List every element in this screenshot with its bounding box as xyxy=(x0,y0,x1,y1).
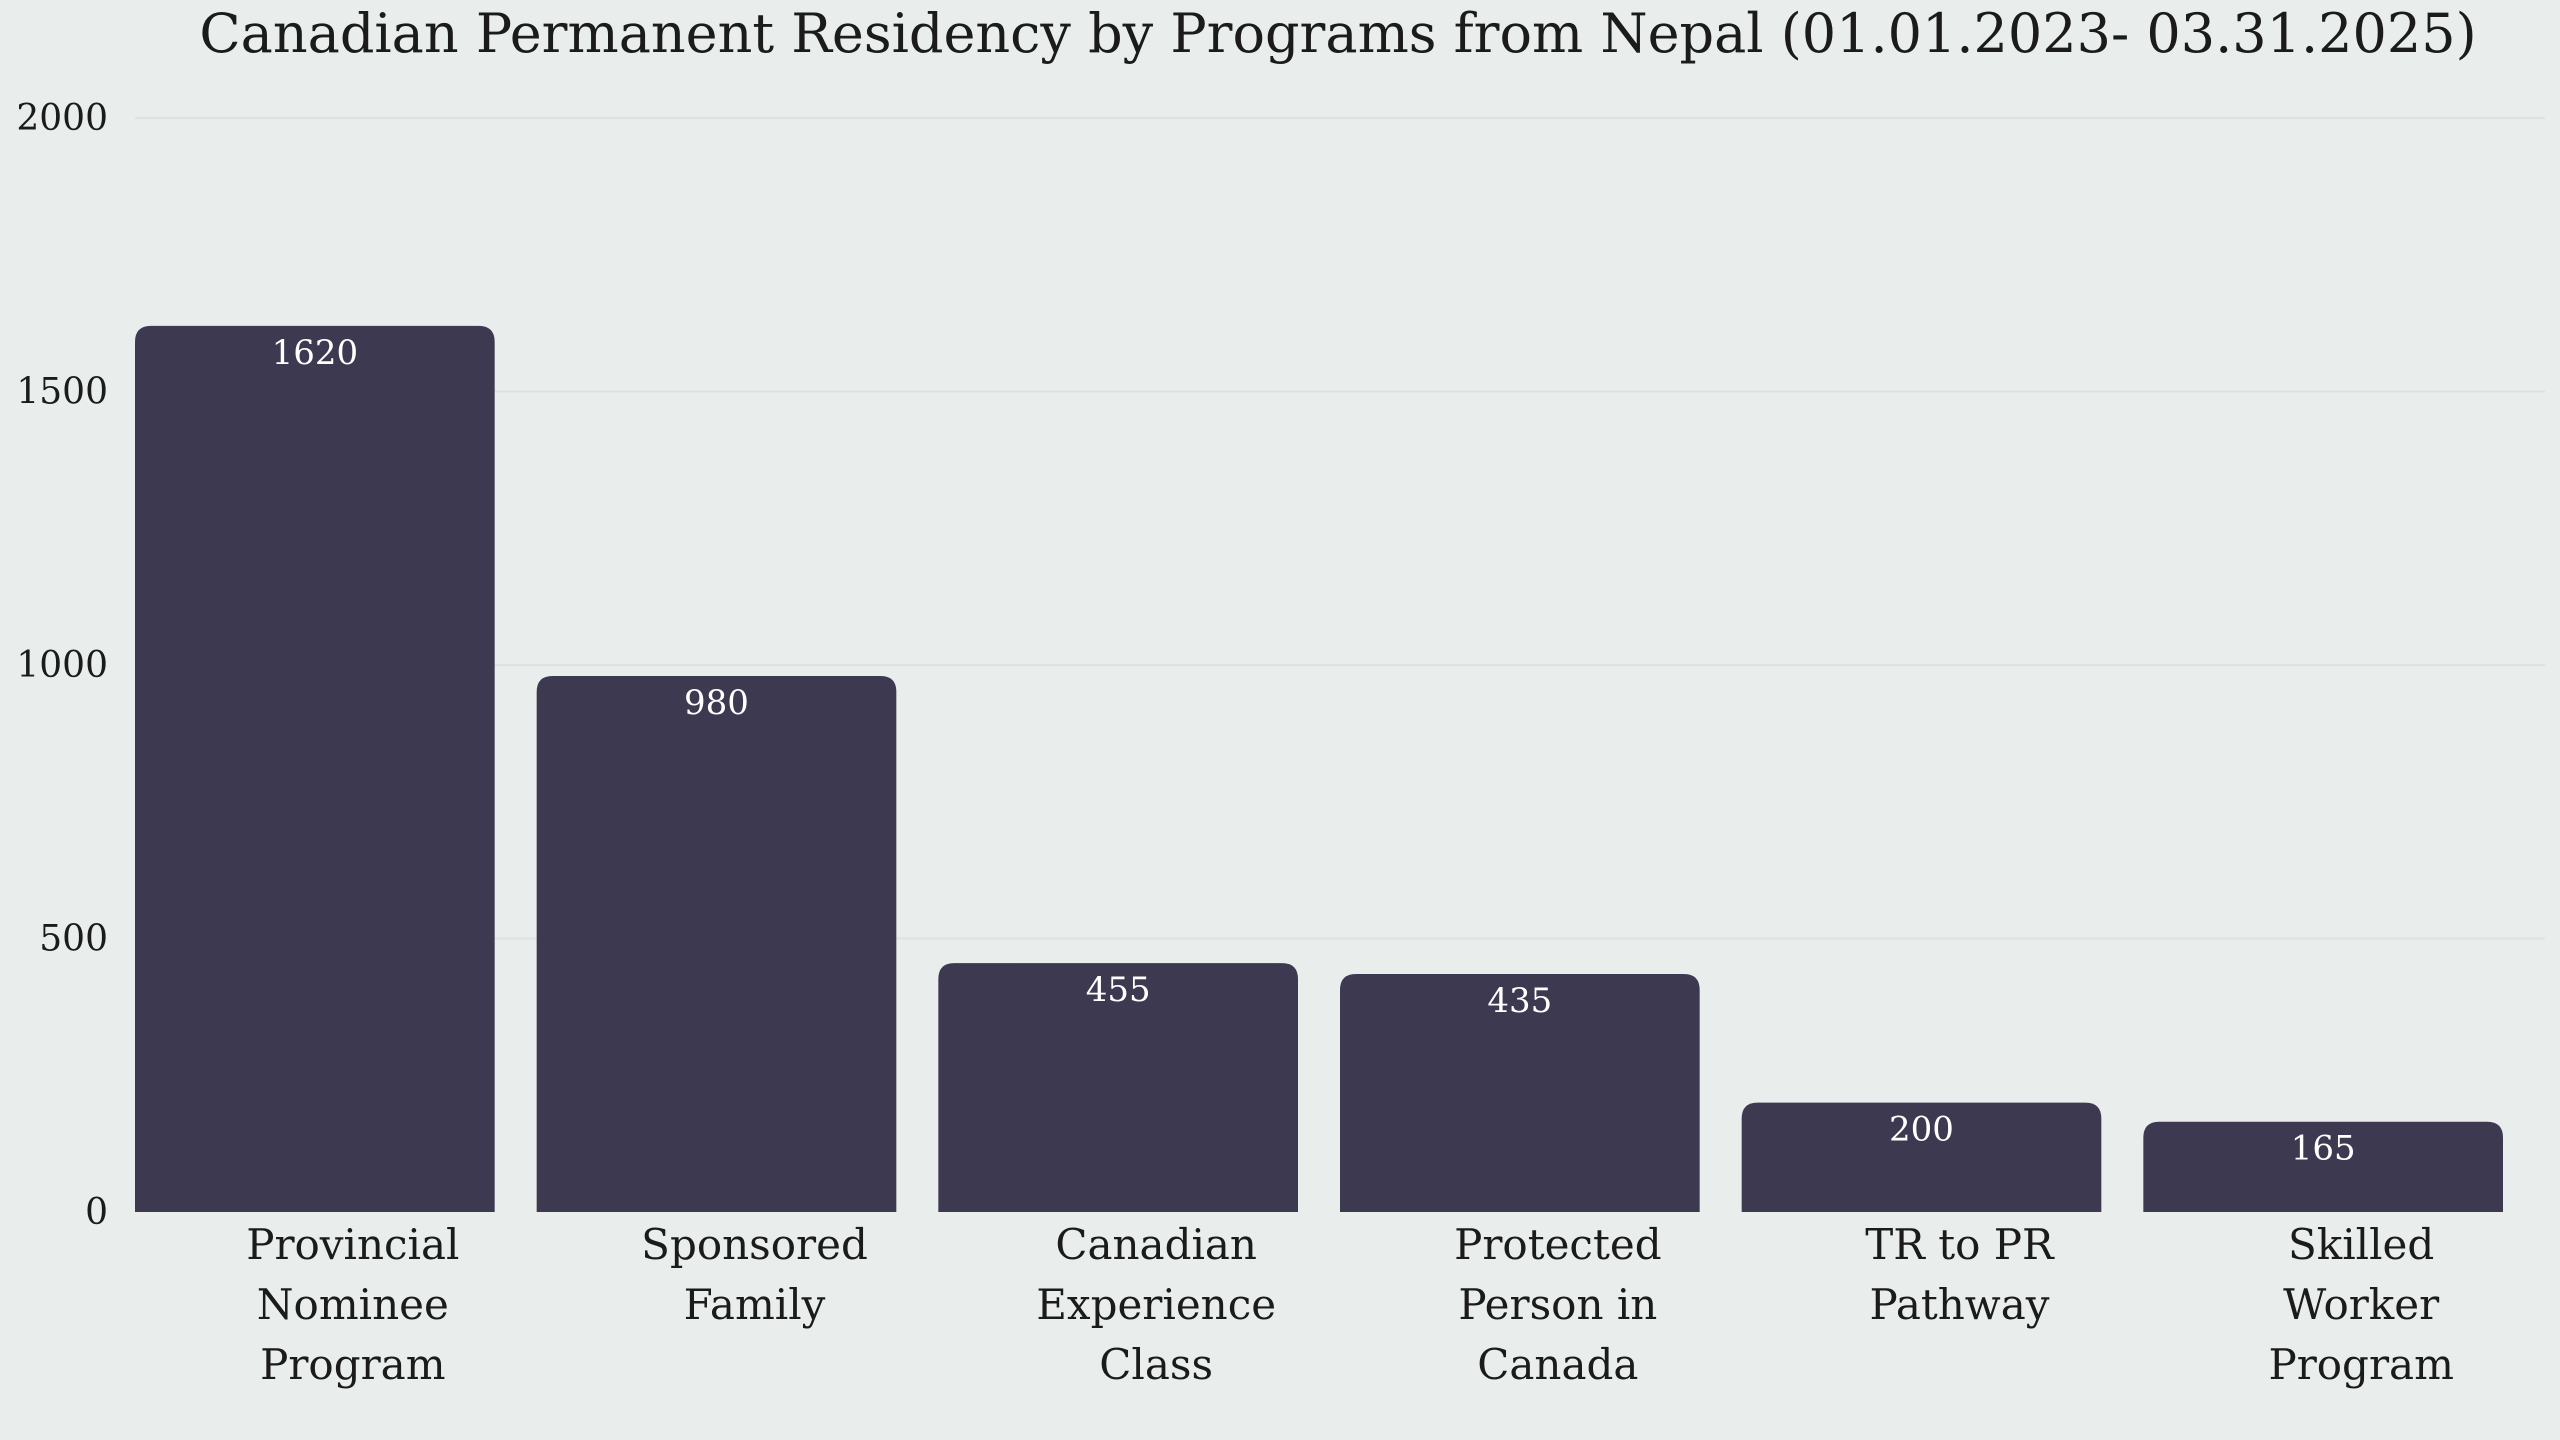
x-category-label-line: Worker xyxy=(2283,1280,2440,1329)
bar-value-label: 455 xyxy=(1086,970,1151,1010)
bar-value-label: 200 xyxy=(1889,1110,1954,1150)
bar xyxy=(1741,1102,2102,1212)
y-tick-label: 0 xyxy=(85,1192,108,1233)
x-category-label-line: Program xyxy=(2268,1340,2453,1389)
x-category-label-line: Pathway xyxy=(1869,1280,2049,1329)
x-category-label-line: Person in xyxy=(1458,1280,1657,1329)
x-category-label: Skilled Worker Program xyxy=(2268,1220,2453,1389)
x-category-label-line: Sponsored xyxy=(641,1220,868,1269)
bars xyxy=(135,325,2503,1212)
bar xyxy=(938,963,1298,1212)
x-category-label-line: Family xyxy=(684,1280,826,1329)
x-category-label-line: Skilled xyxy=(2288,1220,2434,1269)
bar xyxy=(135,325,495,1212)
bar xyxy=(1340,974,1700,1212)
x-category-label-line: Canada xyxy=(1477,1340,1638,1389)
bar-value-labels: 1620 980 455 435 200 165 xyxy=(272,333,2356,1169)
x-category-label-line: Experience xyxy=(1036,1280,1276,1329)
y-axis-tick-labels: 0 500 1000 1500 2000 xyxy=(16,98,108,1233)
bar-value-label: 1620 xyxy=(272,333,359,373)
y-tick-label: 2000 xyxy=(16,98,108,139)
x-category-label: Canadian Experience Class xyxy=(1036,1220,1276,1389)
x-category-label-line: Canadian xyxy=(1055,1220,1257,1269)
x-category-label-line: Provincial xyxy=(246,1220,459,1269)
x-category-label: Provincial Nominee Program xyxy=(246,1220,459,1389)
x-category-label-line: TR to PR xyxy=(1865,1220,2055,1269)
y-tick-label: 1500 xyxy=(16,372,108,413)
chart-title: Canadian Permanent Residency by Programs… xyxy=(199,2,2476,65)
y-tick-label: 500 xyxy=(39,919,108,960)
x-category-label-line: Protected xyxy=(1454,1220,1662,1269)
x-category-label: TR to PR Pathway xyxy=(1865,1220,2055,1329)
grid-lines xyxy=(135,117,2545,940)
bar xyxy=(536,675,897,1212)
bar xyxy=(2143,1121,2503,1212)
bar-value-label: 435 xyxy=(1487,981,1552,1021)
x-category-label-line: Nominee xyxy=(257,1280,449,1329)
x-category-label: Sponsored Family xyxy=(641,1220,868,1329)
x-category-label-line: Program xyxy=(260,1340,445,1389)
x-category-label-line: Class xyxy=(1099,1340,1213,1389)
y-tick-label: 1000 xyxy=(16,645,108,686)
x-category-label: Protected Person in Canada xyxy=(1454,1220,1662,1389)
bar-value-label: 165 xyxy=(2291,1129,2356,1169)
x-axis-category-labels: Provincial Nominee Program Sponsored Family C… xyxy=(246,1220,2454,1389)
bar-value-label: 980 xyxy=(684,683,749,723)
